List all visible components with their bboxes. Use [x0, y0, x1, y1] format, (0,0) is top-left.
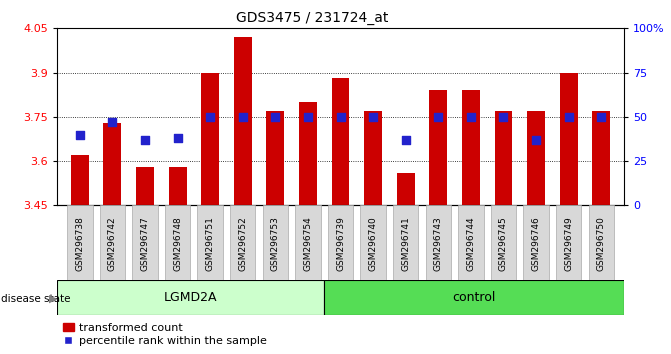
Bar: [429, 90, 448, 205]
Text: GSM296742: GSM296742: [108, 216, 117, 271]
Text: disease state: disease state: [1, 294, 70, 304]
Text: control: control: [452, 291, 496, 304]
Bar: [197, 205, 223, 280]
Bar: [462, 90, 480, 205]
Bar: [132, 205, 158, 280]
Text: GSM296743: GSM296743: [433, 216, 443, 271]
Bar: [266, 111, 285, 205]
Bar: [556, 205, 581, 280]
Point: [270, 114, 280, 120]
Point: [433, 114, 444, 120]
Bar: [67, 205, 93, 280]
Point: [172, 135, 183, 141]
Bar: [425, 205, 451, 280]
Bar: [527, 111, 545, 205]
Bar: [136, 167, 154, 205]
Point: [401, 137, 411, 143]
Legend: transformed count, percentile rank within the sample: transformed count, percentile rank withi…: [62, 323, 267, 346]
Point: [596, 114, 607, 120]
Bar: [168, 167, 187, 205]
Bar: [588, 205, 614, 280]
Point: [336, 114, 346, 120]
Text: GSM296745: GSM296745: [499, 216, 508, 271]
Point: [531, 137, 541, 143]
Bar: [103, 123, 121, 205]
Point: [140, 137, 150, 143]
Bar: [331, 79, 350, 205]
Bar: [328, 205, 353, 280]
Text: LGMD2A: LGMD2A: [164, 291, 217, 304]
Text: GSM296753: GSM296753: [271, 216, 280, 272]
Point: [498, 114, 509, 120]
Text: GSM296751: GSM296751: [206, 216, 215, 272]
Point: [205, 114, 215, 120]
Text: GSM296749: GSM296749: [564, 216, 573, 271]
Bar: [397, 173, 415, 205]
Bar: [393, 205, 419, 280]
Bar: [71, 155, 89, 205]
Text: GSM296752: GSM296752: [238, 216, 248, 271]
Bar: [360, 205, 386, 280]
Bar: [495, 111, 513, 205]
Bar: [234, 37, 252, 205]
Bar: [201, 73, 219, 205]
Text: GSM296740: GSM296740: [368, 216, 378, 271]
Text: GSM296738: GSM296738: [75, 216, 85, 272]
Point: [466, 114, 476, 120]
Bar: [364, 111, 382, 205]
Bar: [523, 205, 549, 280]
Text: GSM296746: GSM296746: [531, 216, 541, 271]
Bar: [295, 205, 321, 280]
Text: GSM296748: GSM296748: [173, 216, 182, 271]
Text: GSM296747: GSM296747: [140, 216, 150, 271]
Text: GSM296739: GSM296739: [336, 216, 345, 272]
Point: [238, 114, 248, 120]
Text: ▶: ▶: [49, 294, 58, 304]
Text: GSM296744: GSM296744: [466, 216, 475, 271]
Bar: [57, 280, 324, 315]
Point: [74, 132, 85, 137]
Point: [303, 114, 313, 120]
Bar: [100, 205, 125, 280]
Bar: [324, 280, 624, 315]
Bar: [230, 205, 256, 280]
Text: GSM296741: GSM296741: [401, 216, 410, 271]
Bar: [299, 102, 317, 205]
Point: [563, 114, 574, 120]
Point: [368, 114, 378, 120]
Bar: [458, 205, 484, 280]
Bar: [262, 205, 288, 280]
Text: GSM296754: GSM296754: [303, 216, 313, 271]
Bar: [491, 205, 516, 280]
Bar: [592, 111, 610, 205]
Text: GSM296750: GSM296750: [597, 216, 606, 272]
Title: GDS3475 / 231724_at: GDS3475 / 231724_at: [236, 11, 389, 24]
Bar: [165, 205, 191, 280]
Bar: [560, 73, 578, 205]
Point: [107, 119, 118, 125]
